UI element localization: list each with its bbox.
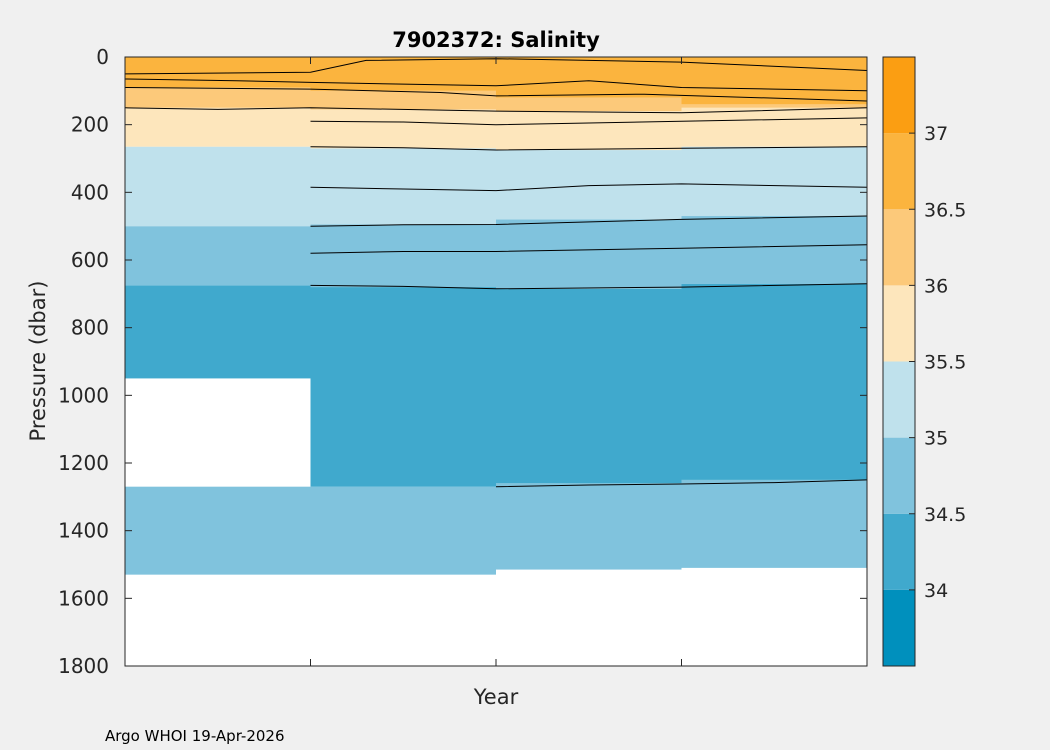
y-tick-label: 1400 [58,519,109,543]
colorbar-tick-label: 36.5 [924,199,966,221]
salinity-band-4-col-2 [496,111,682,151]
salinity-band-3-col-1 [310,148,496,225]
colorbar-tick-label: 34.5 [924,504,966,526]
y-axis: 0 200 400 600 800 1000 1200 1400 1600 1800 [58,45,867,678]
salinity-band-5-col-3 [681,104,867,108]
contour-line-10 [495,479,868,488]
salinity-band-2-col-3 [681,216,867,284]
contour-line-2 [124,87,868,102]
y-tick-label: 0 [96,45,109,69]
colorbar-segment-4 [883,285,915,362]
y-tick-label: 800 [71,316,109,340]
colorbar-segment-7 [883,57,915,134]
salinity-band-4-col-0 [125,107,311,147]
footer-credit: Argo WHOI 19-Apr-2026 [105,727,285,745]
colorbar-segment-1 [883,513,915,590]
x-axis [310,57,682,666]
salinity-band-4-col-1 [310,109,496,149]
contour-line-9 [310,283,868,290]
salinity-band-2-col-0 [125,226,311,286]
colorbar-segment-6 [883,133,915,210]
salinity-band-1-col-2 [496,288,682,484]
chart-title: 7902372: Salinity [392,28,600,52]
y-tick-label: 1800 [58,654,109,678]
salinity-band-6-col-2 [496,57,682,98]
salinity-band-1-col-1 [310,287,496,487]
colorbar-tick-label: 35.5 [924,352,966,374]
colorbar-segment-0 [883,589,915,666]
contour-line-7 [310,215,868,227]
salinity-band-3-col-0 [125,146,311,227]
contour-line-8 [310,244,868,254]
contour-line-3 [124,107,868,114]
colorbar-segment-2 [883,437,915,514]
colorbar: 34 34.5 35 35.5 36 36.5 37 [882,56,966,667]
contour-lines [124,58,868,488]
salinity-band-5-col-0 [125,87,311,108]
salinity-bands [125,57,867,575]
contour-line-6 [310,183,868,192]
salinity-band-0-col-3 [681,479,867,568]
colorbar-tick-label: 36 [924,275,948,297]
colorbar-tick-label: 35 [924,428,948,450]
colorbar-segment-5 [883,209,915,286]
colorbar-tick-label: 37 [924,123,948,145]
salinity-band-3-col-3 [681,146,867,217]
y-tick-label: 200 [71,113,109,137]
x-axis-label: Year [473,685,519,709]
y-tick-label: 1000 [58,383,109,407]
salinity-band-1-col-0 [125,285,311,379]
y-tick-label: 400 [71,180,109,204]
salinity-band-0-col-0 [125,486,311,575]
y-tick-label: 600 [71,248,109,272]
salinity-band-5-col-1 [310,90,496,110]
salinity-band-6-col-3 [681,57,867,105]
salinity-band-4-col-3 [681,107,867,147]
salinity-band-1-col-3 [681,283,867,480]
contour-line-5 [310,146,868,151]
colorbar-tick-label: 34 [924,580,948,602]
salinity-band-5-col-2 [496,97,682,112]
salinity-band-0-col-1 [310,486,496,575]
salinity-band-2-col-2 [496,219,682,289]
salinity-band-2-col-1 [310,224,496,288]
y-tick-label: 1200 [58,451,109,475]
salinity-band-0-col-2 [496,483,682,570]
plot-area [124,56,868,667]
y-tick-label: 1600 [58,586,109,610]
y-axis-label: Pressure (dbar) [26,281,50,442]
contour-line-4 [310,117,868,126]
contour-line-1 [124,78,868,92]
colorbar-segment-3 [883,361,915,438]
